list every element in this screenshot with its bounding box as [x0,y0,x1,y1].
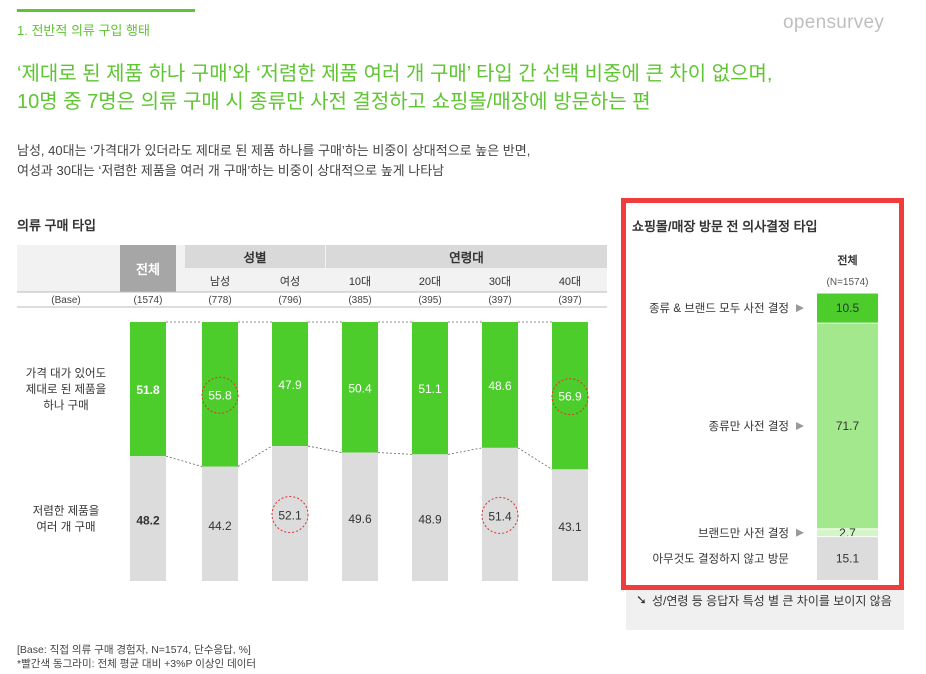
bar-segment-quality [202,322,238,467]
decision-segment-label: 종류 & 브랜드 모두 사전 결정 [649,302,789,315]
footnote-line-1: [Base: 직접 의류 구매 경험자, N=1574, 단수응답, %] [17,644,251,656]
pointer-arrow-icon [796,528,804,537]
highlight-circle [271,496,309,534]
base-count: (397) [558,295,581,306]
bar-value-quality: 48.6 [488,379,512,393]
bar-value-quality: 47.9 [278,378,302,392]
bar-segment-cheap [342,452,378,581]
bar-value-quality: 56.9 [558,390,582,404]
decision-segment-label: 브랜드만 사전 결정 [698,527,789,540]
footnote-line-2: *빨간색 동그라미: 전체 평균 대비 +3%P 이상인 데이터 [17,658,257,670]
series-label-quality: 제대로 된 제품을 [26,383,106,396]
base-count: (796) [278,295,301,306]
bar-segment-quality [130,322,166,457]
column-header-label: 30대 [489,275,511,288]
base-count: (778) [208,295,231,306]
decision-segment [817,323,878,529]
decision-segment-value: 15.1 [836,551,860,565]
headline-line-1: ‘제대로 된 제품 하나 구매’와 ‘저렴한 제품 여러 개 구매’ 타입 간 … [17,63,773,85]
base-count: (385) [348,295,371,306]
decision-segment-label: 종류만 사전 결정 [709,420,789,433]
base-count: (397) [488,295,511,306]
total-header-cell [120,245,176,292]
highlight-circle [201,376,239,414]
decision-segment-value: 71.7 [836,419,860,433]
decision-base-count: (N=1574) [827,277,869,288]
purchase-type-chart-title: 의류 구매 타입 [17,218,96,233]
series-label-quality: 가격 대가 있어도 [26,366,106,380]
bar-value-cheap: 49.6 [348,512,372,526]
bar-value-cheap: 48.9 [418,513,442,527]
summary-line-1: 남성, 40대는 ‘가격대가 있더라도 제대로 된 제품 하나를 구매’하는 비… [17,143,531,158]
column-header-label: 남성 [210,275,230,288]
bar-segment-cheap [272,446,308,581]
column-header-label: 40대 [559,275,581,288]
decision-segment-label: 아무것도 결정하지 않고 방문 [652,551,789,565]
connector-split [517,447,553,470]
group-header-cell [185,245,325,268]
base-count: (395) [418,295,441,306]
base-row-label: (Base) [51,295,80,306]
bar-value-quality: 51.1 [418,382,442,396]
connector-split [377,452,413,455]
series-label-quality: 하나 구매 [43,398,89,412]
note-text: 성/연령 등 응답자 특성 별 큰 차이를 보이지 않음 [652,594,892,608]
highlight-circle [481,496,519,534]
bar-value-cheap: 44.2 [208,519,232,533]
bar-value-cheap: 52.1 [278,509,302,523]
column-header-label: 10대 [349,275,371,288]
bar-segment-quality [272,322,308,447]
summary: 남성, 40대는 ‘가격대가 있더라도 제대로 된 제품 하나를 구매’하는 비… [17,141,530,181]
section-label: 1. 전반적 의류 구입 행태 [17,23,150,38]
decision-segment [817,536,878,580]
column-header-label: 여성 [280,275,300,288]
group-header-label: 연령대 [449,250,484,265]
bar-value-quality: 50.4 [348,381,372,395]
headline-line-2: 10명 중 7명은 의류 구매 시 종류만 사전 결정하고 쇼핑몰/매장에 방문… [17,91,651,113]
decision-segment [817,528,878,537]
arrow-icon: ➘ [636,592,647,607]
decision-type-chart-title: 쇼핑몰/매장 방문 전 의사결정 타입 [632,219,818,234]
bar-value-quality: 55.8 [208,388,232,402]
bar-segment-quality [412,322,448,455]
headline: ‘제대로 된 제품 하나 구매’와 ‘저렴한 제품 여러 개 구매’ 타입 간 … [17,60,773,116]
group-header-label: 성별 [243,250,266,265]
bar-value-cheap: 43.1 [558,520,582,534]
footnote: [Base: 직접 의류 구매 경험자, N=1574, 단수응답, %] *빨… [17,643,256,671]
connector-split [447,447,483,455]
bar-segment-cheap [482,447,518,581]
bar-value-cheap: 48.2 [136,514,160,528]
base-count: (1574) [134,295,163,306]
bar-segment-quality [342,322,378,453]
decision-column-label: 전체 [837,253,857,267]
opensurvey-logo: opensurvey [783,12,885,33]
bar-segment-quality [552,322,588,470]
header-rule [17,9,195,12]
decision-type-panel [621,198,904,590]
decision-segment [817,293,878,324]
column-header-label: 20대 [419,275,441,288]
decision-segment-value: 10.5 [836,301,860,315]
bar-segment-cheap [202,466,238,581]
connector-split [237,445,273,467]
highlight-circle [551,378,589,416]
bar-segment-quality [482,322,518,448]
connector-split [307,445,343,453]
summary-line-2: 여성과 30대는 ‘저렴한 제품을 여러 개 구매’하는 비중이 상대적으로 높… [17,163,445,178]
pointer-arrow-icon [796,304,804,313]
series-label-cheap: 저렴한 제품을 [33,505,100,518]
bar-segment-cheap [130,456,166,581]
bar-segment-cheap [552,469,588,581]
bar-segment-cheap [412,454,448,581]
bar-value-cheap: 51.4 [488,509,512,523]
column-header-total: 전체 [136,262,160,277]
group-header-cell [326,245,607,268]
pointer-arrow-icon [796,422,804,431]
note-box [626,590,904,630]
bar-value-quality: 51.8 [136,383,160,397]
series-label-cheap: 여러 개 구매 [36,521,95,534]
